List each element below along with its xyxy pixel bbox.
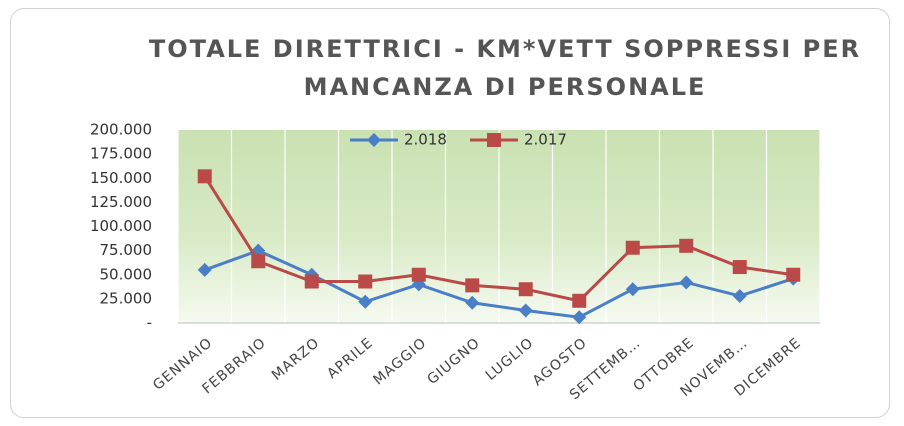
y-tick-label: - (147, 314, 152, 332)
chart-title: TOTALE DIRETTRICI - KM*VETT SOPPRESSI PE… (148, 35, 862, 101)
y-tick-label: 175.000 (90, 145, 152, 163)
legend-marker (367, 133, 381, 147)
y-tick-label: 150.000 (90, 169, 152, 187)
x-tick-label: MAGGIO (370, 335, 430, 389)
marker (518, 282, 533, 297)
marker (518, 303, 533, 318)
marker (625, 240, 640, 255)
marker (679, 238, 694, 253)
marker (732, 260, 747, 275)
marker (358, 274, 373, 289)
marker (358, 294, 373, 309)
series-line (204, 249, 794, 319)
marker (732, 288, 747, 303)
y-tick-label: 100.000 (90, 217, 152, 235)
marker (625, 282, 640, 297)
marker (465, 295, 480, 310)
y-tick-label: 25.000 (100, 289, 153, 307)
marker (197, 262, 212, 277)
marker (572, 310, 587, 325)
marker (251, 254, 266, 269)
legend-marker (487, 133, 501, 147)
y-tick-label: 125.000 (90, 193, 152, 211)
marker (465, 278, 480, 293)
y-tick-label: 200.000 (90, 121, 152, 139)
x-tick-label: MARZO (269, 335, 323, 384)
marker (197, 169, 212, 184)
y-tick-label: 50.000 (100, 265, 153, 283)
x-tick-label: APRILE (324, 335, 376, 382)
marker (679, 275, 694, 290)
legend-label: 2.017 (524, 131, 567, 149)
legend-label: 2.018 (404, 131, 447, 149)
marker (304, 274, 319, 289)
marker (411, 267, 426, 282)
series-line (203, 175, 794, 303)
marker (572, 293, 587, 308)
x-tick-label: LUGLIO (483, 335, 537, 384)
y-tick-label: 75.000 (100, 241, 153, 259)
x-tick-label: GIUGNO (424, 335, 483, 388)
marker (786, 267, 801, 282)
